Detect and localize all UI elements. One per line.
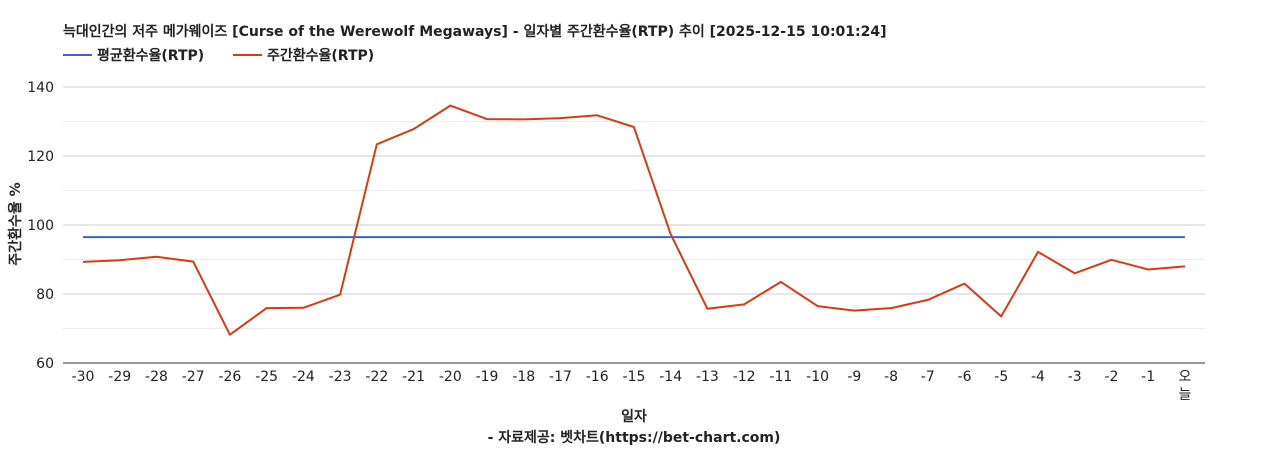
x-tick-label: -5 xyxy=(994,369,1008,385)
x-tick-label: -28 xyxy=(145,369,168,385)
x-axis-ticks: -30 -29 -28 -27 -26 -25 -24 -23 -22 -21 -20 -19 -18-… xyxy=(72,369,1192,403)
x-tick-label: -6 xyxy=(958,369,972,385)
chart-title: 늑대인간의 저주 메가웨이즈 [Curse of the Werewolf Me… xyxy=(63,23,887,40)
x-tick-label: -22 xyxy=(365,369,388,385)
y-axis-ticks: 60 80 100 120 140 xyxy=(27,80,54,372)
x-tick-label: -25 xyxy=(255,369,278,385)
series-lines xyxy=(82,104,1185,336)
x-tick-label: -16 xyxy=(586,369,609,385)
y-tick-label: 80 xyxy=(36,287,54,303)
x-tick-label: -26 xyxy=(218,369,241,385)
x-tick-label: -13 xyxy=(696,369,719,385)
x-tick-label: -15 xyxy=(623,369,646,385)
y-tick-label: 140 xyxy=(27,80,54,96)
legend: 평균환수율(RTP) 주간환수율(RTP) xyxy=(63,47,374,64)
y-axis-title: 주간환수율 % xyxy=(7,182,24,265)
y-tick-label: 60 xyxy=(36,356,54,372)
x-tick-label: -9 xyxy=(847,369,861,385)
x-tick-label: -27 xyxy=(182,369,205,385)
x-tick-label: -23 xyxy=(329,369,352,385)
x-tick-label: -18 xyxy=(512,369,535,385)
x-tick-label: -17 xyxy=(549,369,572,385)
source-credit: - 자료제공: 벳차트(https://bet-chart.com) xyxy=(488,429,781,446)
y-tick-label: 120 xyxy=(27,149,54,165)
y-tick-label: 100 xyxy=(27,218,54,234)
x-tick-label: -20 xyxy=(439,369,462,385)
x-tick-label: -24 xyxy=(292,369,315,385)
legend-label: 평균환수율(RTP) xyxy=(97,47,204,64)
x-tick-label: -30 xyxy=(72,369,95,385)
x-tick-label: -11 xyxy=(769,369,792,385)
x-tick-label: -2 xyxy=(1104,369,1118,385)
x-tick-label: -14 xyxy=(659,369,682,385)
x-tick-label: -29 xyxy=(108,369,131,385)
gridlines xyxy=(63,86,1205,364)
x-tick-label: -3 xyxy=(1068,369,1082,385)
x-tick-label: -21 xyxy=(402,369,425,385)
x-tick-label: -7 xyxy=(921,369,935,385)
x-tick-label: -19 xyxy=(476,369,499,385)
x-tick-label: -1 xyxy=(1141,369,1155,385)
x-tick-label: -12 xyxy=(733,369,756,385)
x-tick-label: -10 xyxy=(806,369,829,385)
x-axis-title: 일자 xyxy=(621,409,647,425)
x-tick-label: -4 xyxy=(1031,369,1045,385)
legend-label: 주간환수율(RTP) xyxy=(267,47,374,64)
x-tick-label: -8 xyxy=(884,369,898,385)
series-line xyxy=(82,104,1185,336)
